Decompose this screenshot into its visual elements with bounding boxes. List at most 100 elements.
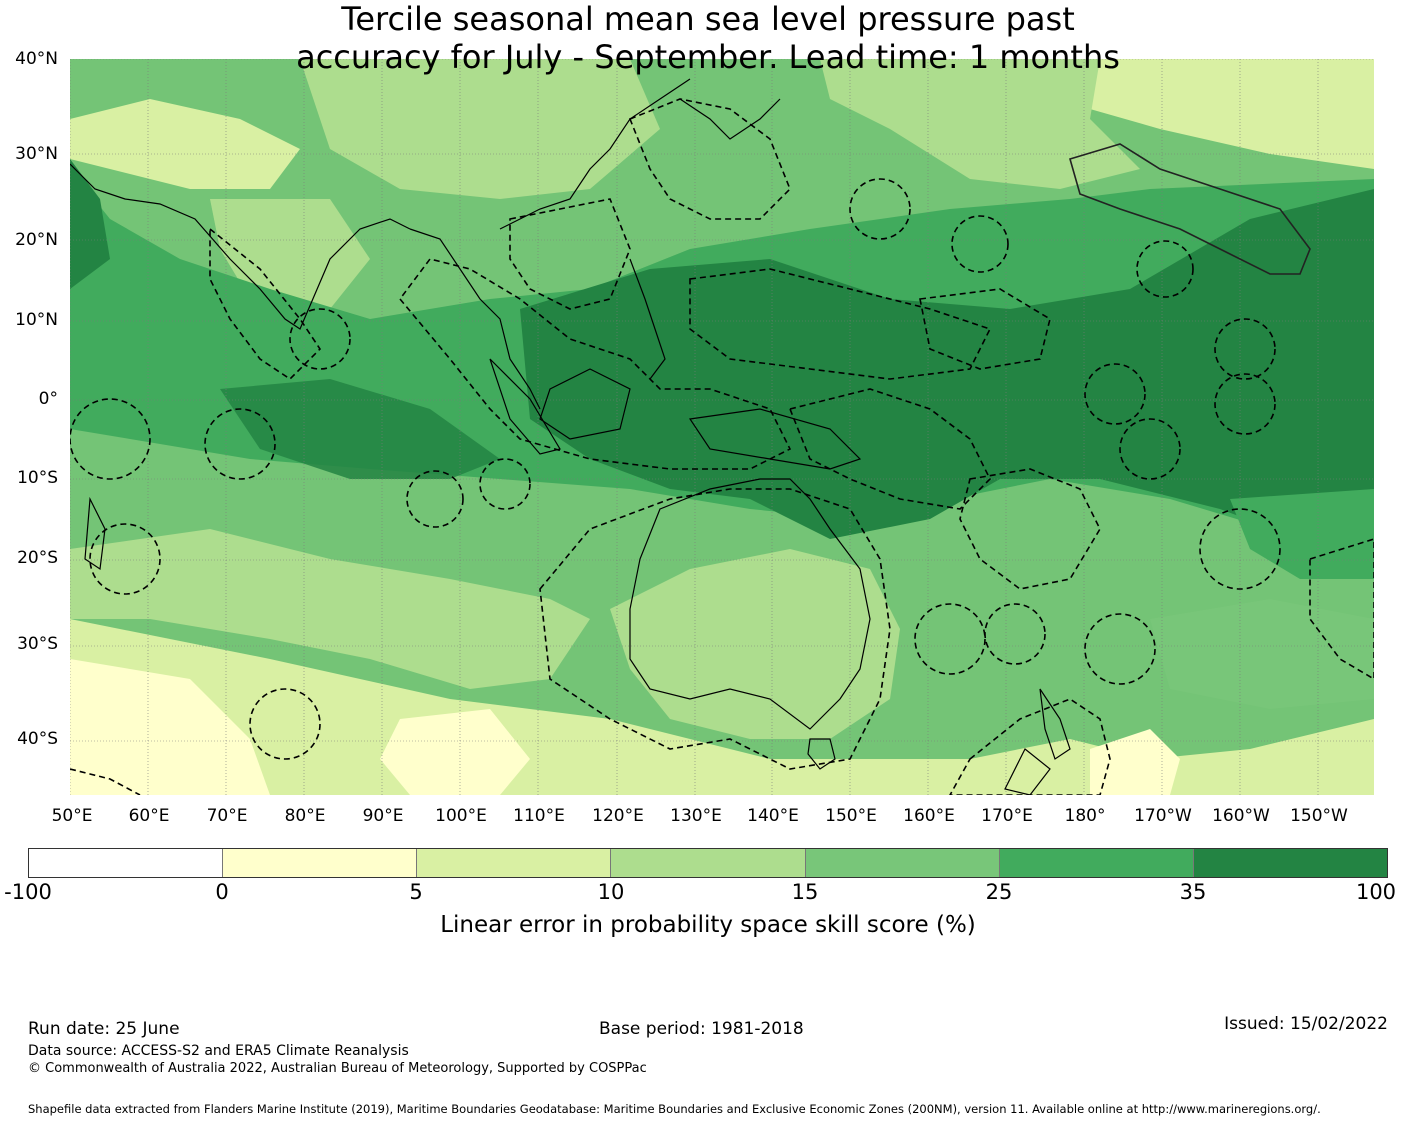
latitude-label-30s: 30°S bbox=[17, 634, 58, 654]
shade-western-pacific-core bbox=[520, 189, 1374, 569]
eez-indonesia bbox=[398, 258, 792, 470]
colorbar-segment-35-100 bbox=[1193, 849, 1387, 877]
eez-guam bbox=[849, 178, 911, 240]
shade-indian-ocean-dark bbox=[220, 379, 500, 479]
coast-madagascar bbox=[84, 496, 106, 571]
colorbar-tick-100: 100 bbox=[1355, 880, 1397, 904]
shapefile-credit: Shapefile data extracted from Flanders M… bbox=[28, 1102, 1321, 1116]
eez-kiribati-b bbox=[1214, 318, 1276, 380]
eez-marshall bbox=[919, 288, 1051, 370]
coastlines bbox=[70, 78, 1071, 795]
shade-tasman-lowest bbox=[1090, 729, 1180, 795]
eez-india bbox=[209, 227, 322, 381]
shade-north-asia bbox=[300, 59, 660, 199]
longitude-label-60e: 60°E bbox=[128, 806, 170, 826]
hawaii-boundary bbox=[1069, 143, 1311, 275]
base-period: Base period: 1981-2018 bbox=[599, 1019, 804, 1039]
longitude-label-160w: 160°W bbox=[1212, 806, 1270, 826]
longitude-label-170e: 170°E bbox=[981, 806, 1033, 826]
eez-maldives bbox=[289, 308, 351, 370]
coast-sumatra bbox=[489, 358, 561, 455]
eez-south-africa-arc bbox=[70, 768, 141, 795]
longitude-label-150e: 150°E bbox=[825, 806, 877, 826]
eez-pitcairn-region bbox=[1309, 538, 1374, 680]
shade-south-indian-lowest bbox=[380, 709, 530, 795]
eez-lord-howe bbox=[914, 603, 986, 675]
latitude-label-equator: 0° bbox=[38, 389, 58, 409]
eez-indian-islands bbox=[204, 408, 276, 480]
eez-wake bbox=[951, 215, 1009, 273]
eez-micronesia bbox=[689, 268, 992, 380]
colorbar-tick-25: 25 bbox=[985, 880, 1013, 904]
skill-score-map bbox=[70, 59, 1374, 795]
latitude-label-10n: 10°N bbox=[15, 310, 58, 330]
longitude-label-70e: 70°E bbox=[206, 806, 248, 826]
shade-southeast-dark bbox=[1230, 489, 1374, 579]
shade-south-indian-light bbox=[70, 529, 590, 689]
latitude-label-40n: 40°N bbox=[15, 49, 58, 69]
eez-japan bbox=[628, 98, 791, 220]
colorbar-segment-below-zero bbox=[29, 849, 224, 877]
eez-australia bbox=[539, 488, 891, 770]
run-date: Run date: 25 June bbox=[28, 1019, 180, 1039]
shade-southwest-lowest bbox=[70, 659, 270, 795]
longitude-label-80e: 80°E bbox=[284, 806, 326, 826]
eez-christmas bbox=[479, 458, 531, 510]
colorbar-tick-5: 5 bbox=[409, 880, 423, 904]
latitude-label-30n: 30°N bbox=[15, 144, 58, 164]
shade-arabia-dark bbox=[70, 159, 110, 289]
eez-norfolk bbox=[984, 603, 1046, 665]
longitude-label-100e: 100°E bbox=[435, 806, 487, 826]
colorbar-segment-5-10 bbox=[417, 849, 612, 877]
shade-north-arabia bbox=[70, 99, 300, 189]
colorbar-tick-minus-100: -100 bbox=[4, 880, 52, 904]
coast-china-korea bbox=[499, 78, 691, 230]
longitude-label-150w: 150°W bbox=[1290, 806, 1348, 826]
colorbar-tick-0: 0 bbox=[215, 880, 229, 904]
latitude-label-40s: 40°S bbox=[17, 729, 58, 749]
skill-score-shading bbox=[70, 59, 1374, 795]
colorbar-label: Linear error in probability space skill … bbox=[440, 912, 976, 938]
data-source: Data source: ACCESS-S2 and ERA5 Climate … bbox=[28, 1043, 409, 1059]
maritime-boundaries bbox=[70, 98, 1374, 795]
colorbar-tick-15: 15 bbox=[791, 880, 819, 904]
eez-new-zealand bbox=[949, 698, 1111, 795]
coast-borneo bbox=[539, 368, 631, 440]
longitude-label-90e: 90°E bbox=[362, 806, 404, 826]
eez-amsterdam bbox=[249, 688, 321, 760]
coast-new-zealand-north bbox=[1039, 688, 1071, 760]
map-canvas bbox=[70, 59, 1374, 795]
colorbar-segment-15-25 bbox=[805, 849, 1000, 877]
longitude-label-120e: 120°E bbox=[592, 806, 644, 826]
latitude-label-20n: 20°N bbox=[15, 230, 58, 250]
colorbar-segment-25-35 bbox=[999, 849, 1194, 877]
coast-new-zealand-south bbox=[1004, 748, 1051, 795]
longitude-label-50e: 50°E bbox=[51, 806, 93, 826]
shade-high-subtropics-north bbox=[1090, 59, 1374, 169]
latitude-label-10s: 10°S bbox=[17, 468, 58, 488]
coast-tasmania bbox=[807, 738, 836, 770]
coast-australia bbox=[629, 478, 871, 730]
colorbar-segment-0-5 bbox=[223, 849, 418, 877]
eez-kermadec bbox=[1084, 613, 1156, 685]
eez-kiribati-a bbox=[1084, 363, 1146, 425]
coast-japan bbox=[679, 98, 781, 140]
eez-chagos bbox=[406, 470, 464, 528]
eez-tokelau bbox=[1119, 418, 1181, 480]
eez-johnston bbox=[1136, 240, 1194, 298]
map-title-line-1: Tercile seasonal mean sea level pressure… bbox=[341, 0, 1075, 38]
colorbar bbox=[28, 848, 1388, 878]
shade-north-pacific-light bbox=[820, 59, 1140, 189]
longitude-label-180: 180° bbox=[1064, 806, 1106, 826]
colorbar-tick-35: 35 bbox=[1179, 880, 1207, 904]
coast-southeast-asia bbox=[409, 228, 541, 410]
copyright-notice: © Commonwealth of Australia 2022, Austra… bbox=[28, 1061, 647, 1076]
longitude-label-110e: 110°E bbox=[513, 806, 565, 826]
colorbar-tick-10: 10 bbox=[597, 880, 625, 904]
shade-india bbox=[210, 199, 370, 309]
latitude-label-20s: 20°S bbox=[17, 548, 58, 568]
eez-mauritius bbox=[89, 523, 161, 595]
longitude-label-170w: 170°W bbox=[1134, 806, 1192, 826]
longitude-label-130e: 130°E bbox=[670, 806, 722, 826]
issued-date: Issued: 15/02/2022 bbox=[1224, 1014, 1388, 1034]
